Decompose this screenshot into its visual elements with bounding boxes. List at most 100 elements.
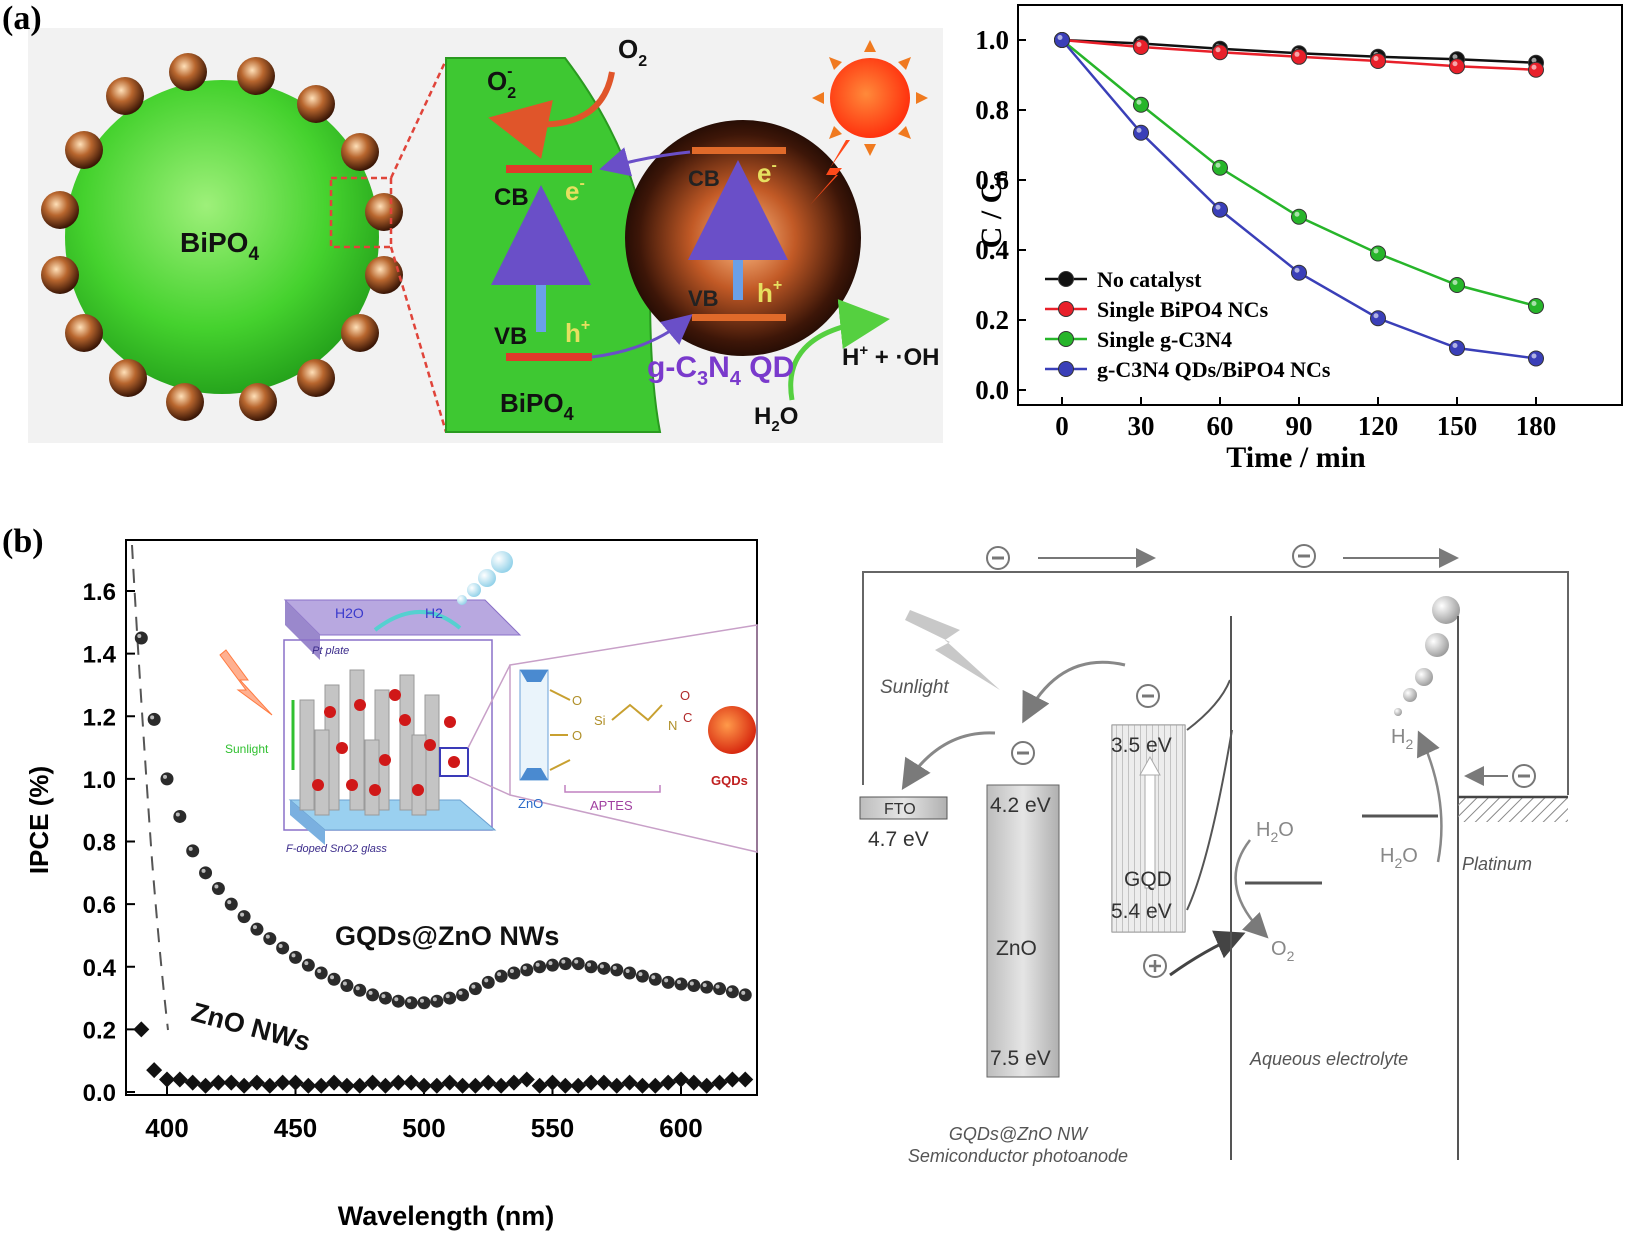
gqds-point [520,963,534,977]
data-point [1291,264,1307,281]
band-water-left: H2O [1256,819,1294,845]
data-point [1370,310,1386,327]
gqds-point [558,957,572,971]
zno-point [159,1071,175,1088]
gqds-point-highlight [368,990,373,995]
gqds-point [353,983,367,997]
zno-point [467,1077,484,1094]
x-tick-label: 180 [1516,411,1557,441]
x-tick-label: 0 [1055,411,1069,441]
data-point [1370,53,1386,69]
y-tick-label: 0.4 [975,235,1009,265]
decay-dash-line [131,544,169,1031]
gqds-point-highlight [574,959,579,964]
gqds-point [546,958,559,972]
electron-transfer-arrow [599,147,691,177]
data-point [1449,58,1465,75]
gqds-point [597,961,611,975]
gqds-point-highlight [252,925,257,930]
gqds-point [507,966,521,980]
gqds-point [289,950,302,964]
y-tick-label: 0.6 [83,892,116,919]
data-point-highlight [1373,56,1379,61]
band-oxygen: O2 [1271,938,1295,964]
zno-point [364,1074,381,1091]
vb-line-bipo4 [506,353,592,361]
data-point [1370,245,1386,262]
data-point-highlight [1531,301,1537,306]
gqds-point-highlight [304,961,309,966]
hole-label-qd: h+ [757,277,782,308]
zno-point [634,1077,651,1094]
zno-point [223,1074,240,1091]
gqds-point [584,960,598,974]
electron-icon [1136,684,1160,708]
band-hydrogen: H2 [1391,726,1413,752]
band-electrolyte: Aqueous electrolyte [1249,1049,1408,1069]
h-oh-label: H+ + ·OH [842,342,939,371]
gqds-point-highlight [381,994,386,999]
y-tick-label: 0.0 [975,375,1009,405]
sunlight-bolt-icon [905,610,1000,690]
legend-label: Single BiPO4 NCs [1097,297,1269,322]
cb-label-qd: CB [688,166,720,191]
inset-pt-label: Pt plate [312,645,349,657]
gqds-point [250,922,264,936]
data-point [1212,44,1228,61]
gqds-point [661,975,675,989]
gqds-point-highlight [625,969,630,974]
panel-label-a: (a) [2,0,42,37]
zno-point [673,1071,689,1088]
zno-point [660,1074,677,1091]
gqds-point-highlight [278,943,283,948]
h2-bubbles-band [1394,596,1460,716]
qd-beads [41,53,403,421]
bipo4-sphere [65,80,379,394]
gqds-point-highlight [509,969,514,974]
gqds-point-highlight [741,990,746,995]
gqds-point [301,958,315,972]
zno-point [518,1071,535,1088]
superoxide-arrow [488,71,615,159]
gqds-point-highlight [407,998,412,1003]
y-tick-label: 0.2 [975,305,1009,335]
gqds-point-highlight [497,972,502,977]
zno-top-level: 4.2 eV [990,794,1051,817]
h2-bubbles [457,551,513,605]
data-point-highlight [1452,280,1458,285]
inset-lightning-icon [219,649,273,716]
gqds-point-highlight [484,978,489,983]
gqds-point-highlight [702,983,707,988]
zno-point [390,1074,407,1091]
gqds-point-highlight [522,965,527,970]
gqds-point-highlight [548,961,553,966]
vb-line-qd [692,314,786,321]
gqds-point [327,972,341,986]
gqds-point [430,994,444,1008]
y-tick-label: 0.2 [83,1017,116,1044]
inset-h2: H2 [425,605,443,621]
fto-level: 4.7 eV [868,828,929,851]
hole-transfer-arrow [591,314,693,359]
electron-label-bipo4: e- [565,175,585,206]
gqds-point-highlight [715,984,720,989]
zno-point [595,1074,612,1091]
x-tick-label: 60 [1207,411,1234,441]
gqds-point [366,988,380,1002]
zno-point [351,1077,368,1094]
zno-point [724,1071,741,1088]
zno-point [608,1077,625,1094]
inset-sunlight: Sunlight [225,742,269,756]
gqds-point-highlight [664,978,669,983]
x-tick-label: 550 [531,1113,574,1143]
gqds-point [134,631,148,645]
inset-schematic: H2O H2 Pt plate F-doped SnO2 glass [219,551,758,855]
zno-point [300,1077,317,1094]
data-point-highlight [1294,211,1300,217]
gqds-point [571,957,585,971]
gqds-point [468,982,482,996]
gqds-point [738,988,752,1002]
gqds-point-highlight [432,997,437,1002]
zno-point [338,1077,355,1094]
zoom-box [329,176,393,249]
